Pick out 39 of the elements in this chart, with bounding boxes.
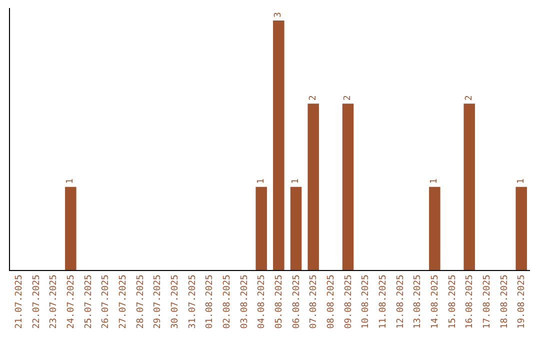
x-tick-label: 30.07.2025: [170, 274, 181, 329]
x-tick-label: 01.08.2025: [205, 274, 216, 329]
x-tick-label: 28.07.2025: [136, 274, 146, 329]
x-tick-label: 26.07.2025: [101, 274, 112, 329]
x-tick-label: 17.08.2025: [482, 274, 493, 329]
x-tick-label: 07.08.2025: [309, 274, 320, 329]
data-label: 2: [464, 95, 474, 101]
x-tick-label: 05.08.2025: [274, 274, 285, 329]
x-tick-label: 02.08.2025: [222, 274, 233, 329]
x-tick-label: 29.07.2025: [153, 274, 164, 329]
x-tick-label: 23.07.2025: [49, 274, 60, 329]
data-label: 1: [66, 178, 76, 184]
data-label: 2: [343, 95, 353, 101]
x-tick-label: 24.07.2025: [66, 274, 77, 329]
data-label: 3: [274, 12, 284, 18]
x-tick-label: 11.08.2025: [378, 274, 389, 329]
x-tick-label: 06.08.2025: [292, 274, 302, 329]
x-tick-label: 14.08.2025: [430, 274, 441, 329]
data-label: 1: [516, 178, 526, 184]
x-tick-label: 08.08.2025: [326, 274, 337, 329]
x-tick-label: 12.08.2025: [396, 274, 406, 329]
x-tick-label: 16.08.2025: [465, 274, 476, 329]
data-label: 1: [291, 178, 301, 184]
x-tick-label: 10.08.2025: [361, 274, 372, 329]
x-tick-label: 13.08.2025: [413, 274, 424, 329]
data-label: 2: [308, 95, 318, 101]
x-tick-label: 27.07.2025: [118, 274, 129, 329]
x-tick-label: 19.08.2025: [517, 274, 528, 329]
data-label: 1: [430, 178, 440, 184]
x-tick-label: 15.08.2025: [448, 274, 458, 329]
x-tick-label: 21.07.2025: [14, 274, 25, 329]
x-tick-label: 09.08.2025: [344, 274, 354, 329]
x-tick-label: 03.08.2025: [240, 274, 250, 329]
data-label: 1: [256, 178, 266, 184]
x-tick-label: 31.07.2025: [188, 274, 198, 329]
x-tick-label: 04.08.2025: [257, 274, 268, 329]
x-tick-label: 22.07.2025: [32, 274, 42, 329]
x-tick-label: 25.07.2025: [84, 274, 94, 329]
x-tick-label: 18.08.2025: [500, 274, 510, 329]
